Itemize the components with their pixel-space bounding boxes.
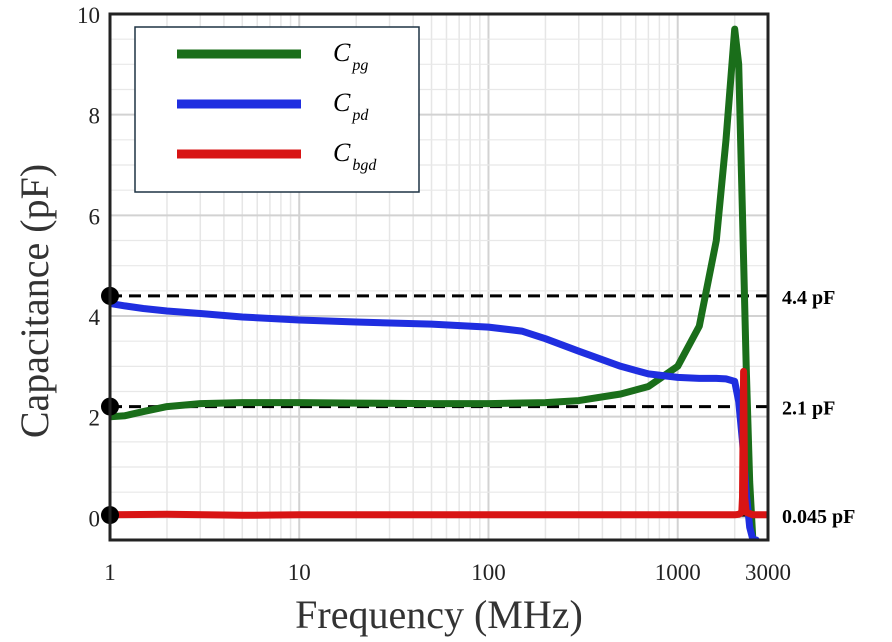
series-line-bgd bbox=[110, 367, 768, 519]
y-axis-title: Capacitance (pF) bbox=[12, 164, 57, 438]
y-tick-label: 6 bbox=[89, 204, 101, 229]
plot-frame bbox=[108, 12, 770, 542]
series-lines bbox=[110, 25, 768, 540]
x-tick-label: 1000 bbox=[655, 560, 701, 585]
y-tick-label: 4 bbox=[89, 305, 101, 330]
reference-label: 4.4 pF bbox=[782, 287, 835, 309]
y-tick-label: 8 bbox=[89, 104, 101, 129]
x-tick-label: 100 bbox=[471, 560, 506, 585]
x-tick-label: 10 bbox=[288, 560, 311, 585]
series-line-pg bbox=[110, 25, 757, 540]
reference-label: 0.045 pF bbox=[782, 506, 855, 528]
y-tick-label: 2 bbox=[89, 406, 101, 431]
y-tick-label: 0 bbox=[89, 506, 101, 531]
reference-label: 2.1 pF bbox=[782, 398, 835, 420]
x-tick-label: 3000 bbox=[745, 560, 791, 585]
x-tick-label: 1 bbox=[104, 560, 116, 585]
x-axis-title: Frequency (MHz) bbox=[295, 592, 583, 637]
y-tick-label: 10 bbox=[77, 3, 100, 28]
axis-ticks: 1 10 100 1000 3000 0 2 4 6 8 10 bbox=[77, 3, 791, 585]
